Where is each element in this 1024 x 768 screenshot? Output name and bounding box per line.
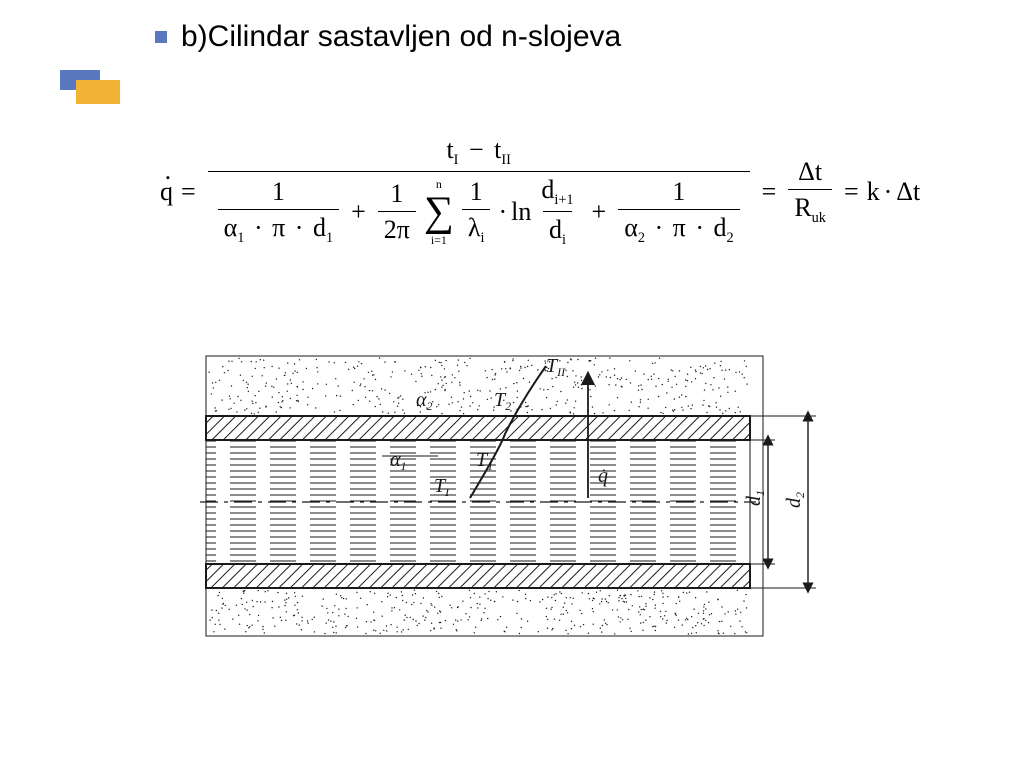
label-T2: T2 — [494, 389, 511, 413]
ln: ln — [511, 197, 531, 227]
accent-orange — [76, 80, 120, 104]
term-1: 1 α1 · π · d1 — [218, 177, 339, 247]
sub-II: II — [501, 152, 511, 168]
sub-I: I — [454, 152, 459, 168]
lambda-sub: i — [480, 230, 484, 246]
cdot-1: · — [254, 213, 263, 242]
one-2: 1 — [384, 179, 409, 211]
label-d2: d2 — [783, 492, 807, 508]
R-uk: R — [794, 193, 811, 222]
title-row: b)Cilindar sastavljen od n-slojeva — [155, 20, 621, 54]
alpha2-sub: 2 — [638, 230, 645, 246]
equals-1: = — [181, 177, 196, 207]
summation: n ∑ i=1 — [424, 177, 454, 248]
alpha-2: α — [624, 213, 638, 242]
equals-2: = — [762, 177, 777, 207]
d-2: d — [713, 213, 726, 242]
lambda-i: λ — [468, 213, 481, 242]
label-alpha2: α2 — [416, 389, 433, 413]
q-dot-symbol: q — [160, 177, 173, 207]
slide-accent — [60, 70, 120, 104]
equals-3: = — [844, 177, 859, 207]
cdot-2: · — [295, 213, 304, 242]
R-uk-sub: uk — [812, 210, 826, 226]
sigma: ∑ — [424, 191, 454, 233]
cdot-5: · — [695, 213, 704, 242]
two-pi: 2π — [378, 211, 416, 245]
delta-t-2: Δt — [896, 177, 920, 207]
bullet-square — [155, 31, 167, 43]
main-fraction: tI − tII 1 α1 · π · d1 — [208, 135, 750, 250]
d-ip1-sub: i+1 — [554, 192, 573, 208]
d-1: d — [313, 213, 326, 242]
term-2pi: 1 2π — [378, 179, 416, 245]
alpha-1: α — [224, 213, 238, 242]
k: k — [867, 177, 880, 207]
one-3: 1 — [464, 177, 489, 209]
d-ip1: d — [541, 175, 554, 204]
term-last: 1 α2 · π · d2 — [618, 177, 739, 247]
t-I: t — [446, 135, 453, 164]
d-i-sub: i — [562, 233, 566, 249]
plus-2: + — [592, 197, 607, 227]
label-qdot: q̇ — [598, 465, 608, 487]
one-4: 1 — [666, 177, 691, 209]
sum-bot: i=1 — [431, 233, 447, 247]
one-1: 1 — [266, 177, 291, 209]
d2-sub: 2 — [726, 230, 733, 246]
wall-bottom — [206, 564, 750, 588]
pi-2: π — [673, 213, 686, 242]
term-lambda: 1 λi — [462, 177, 491, 247]
label-TII: TII — [546, 355, 566, 379]
slide-title: b)Cilindar sastavljen od n-slojeva — [181, 20, 621, 54]
plus-1: + — [351, 197, 366, 227]
wall-top — [206, 416, 750, 440]
heat-equation: q = tI − tII 1 α1 · π · d1 — [160, 135, 920, 250]
cdot-3: · — [498, 197, 507, 227]
alpha1-sub: 1 — [237, 230, 244, 246]
cylinder-diagram: α2 T2 TII α1 T1 TI q̇ d1 d2 — [190, 348, 830, 640]
term-ln-frac: di+1 di — [535, 175, 579, 249]
d-i: d — [549, 215, 562, 244]
cdot-4: · — [655, 213, 664, 242]
d1-sub: 1 — [326, 230, 333, 246]
dt-over-ruk: Δt Ruk — [788, 157, 832, 227]
delta-t: Δt — [792, 157, 828, 189]
pi-1: π — [272, 213, 285, 242]
cdot-6: · — [884, 177, 893, 207]
